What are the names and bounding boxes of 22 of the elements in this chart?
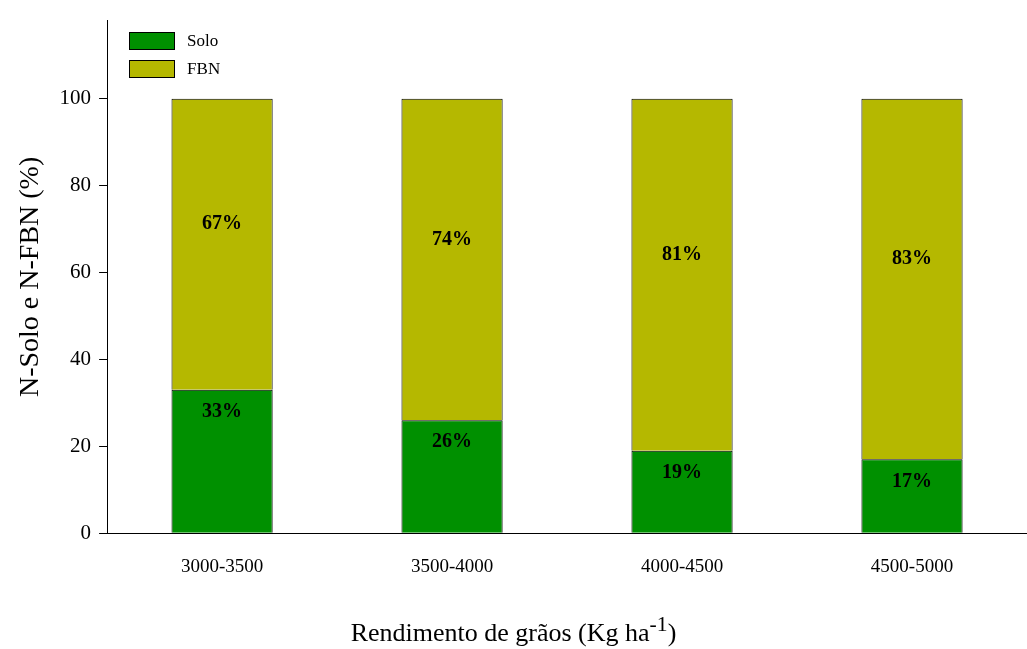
y-tick-label: 60: [70, 259, 92, 284]
data-label: 83%: [892, 246, 933, 269]
x-tick-label: 4500-5000: [870, 554, 954, 576]
data-label: 17%: [892, 468, 933, 491]
data-label: 33%: [202, 399, 243, 422]
y-tick-label: 0: [80, 519, 92, 544]
data-label: 26%: [432, 429, 473, 452]
legend-label: Solo: [187, 29, 219, 52]
data-label: 74%: [432, 226, 473, 249]
data-label: 67%: [202, 211, 243, 234]
y-tick-label: 40: [70, 345, 92, 370]
legend-label: FBN: [187, 57, 221, 80]
y-tick-label: 100: [59, 85, 92, 110]
y-tick-label: 80: [70, 172, 92, 197]
y-axis-title: N-Solo e N-FBN (%): [13, 156, 45, 398]
x-tick-label: 3000-3500: [180, 554, 264, 576]
x-tick-label: 3500-4000: [410, 554, 494, 576]
data-label: 81%: [662, 241, 703, 264]
x-tick-label: 4000-4500: [640, 554, 724, 576]
y-tick-label: 20: [70, 432, 92, 457]
data-label: 19%: [662, 459, 703, 482]
x-axis-title: Rendimento de grãos (Kg ha$^{-1}$): [349, 612, 678, 648]
